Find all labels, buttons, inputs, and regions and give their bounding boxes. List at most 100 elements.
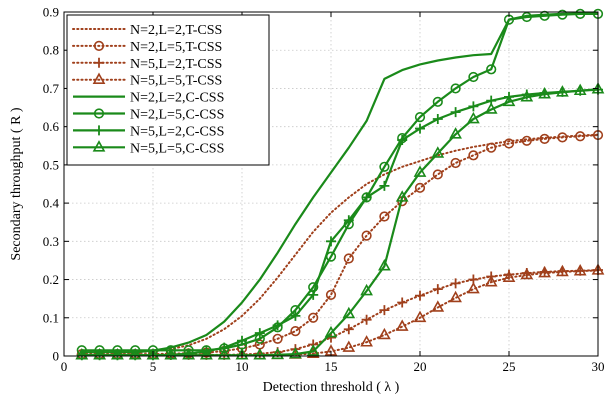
data-point [486, 142, 497, 153]
data-point [343, 324, 354, 335]
data-point [164, 348, 178, 360]
data-point [93, 40, 105, 52]
legend-label: N=5,L=2,T-CSS [130, 57, 222, 72]
data-point [272, 333, 283, 344]
y-axis-title: Secondary throughput ( R ) [9, 107, 24, 261]
data-point [502, 270, 516, 282]
data-point [415, 123, 425, 134]
data-point [467, 111, 480, 124]
data-point [254, 328, 265, 339]
data-point [486, 64, 497, 75]
series-line [80, 134, 599, 356]
data-point [379, 180, 390, 191]
data-point [538, 265, 551, 278]
legend-label: N=2,L=5,T-CSS [130, 40, 222, 55]
data-point [432, 284, 443, 295]
data-point [361, 314, 372, 325]
series-layer [75, 8, 605, 361]
series-line [80, 133, 599, 354]
data-point [520, 90, 534, 102]
data-point [484, 275, 498, 287]
x-tick-label: 0 [61, 359, 68, 374]
series-1 [80, 133, 599, 354]
data-point [111, 348, 124, 360]
data-point [557, 9, 568, 20]
data-point [200, 348, 213, 360]
data-point [342, 340, 356, 352]
y-tick-label: 0.4 [43, 196, 60, 211]
legend-entry: N=2,L=5,T-CSS [72, 40, 222, 55]
series-line [80, 269, 599, 356]
legend: N=2,L=2,T-CSS N=2,L=5,T-CSS N=5,L=2,T-CSS N… [66, 14, 270, 166]
data-point [432, 96, 443, 107]
data-point [237, 335, 247, 346]
data-point [397, 135, 408, 146]
x-tick-label: 25 [503, 359, 516, 374]
data-point [413, 165, 427, 177]
series-4 [75, 263, 605, 360]
legend-entry: N=5,L=2,T-CSS [72, 57, 222, 72]
data-point [539, 133, 550, 144]
y-tick-label: 0.7 [43, 81, 60, 96]
data-point [93, 108, 105, 119]
data-point [93, 348, 106, 360]
series-line [80, 269, 599, 357]
y-tick-label: 0 [53, 349, 60, 364]
data-point [342, 306, 356, 319]
data-point [378, 259, 391, 271]
data-point [343, 215, 354, 226]
x-tick-label: 20 [414, 359, 427, 374]
data-point [306, 344, 320, 356]
data-point [520, 267, 534, 280]
data-point [395, 319, 409, 331]
data-point [146, 348, 160, 360]
data-point [94, 57, 104, 68]
x-tick-label: 15 [325, 359, 338, 374]
data-point [468, 71, 479, 83]
data-point [450, 83, 461, 94]
data-point [378, 327, 391, 340]
data-point [414, 112, 426, 123]
data-point [450, 278, 461, 289]
data-point [128, 348, 142, 360]
legend-entry: N=2,L=2,C-CSS [73, 91, 224, 106]
data-point [431, 146, 445, 158]
data-point [575, 8, 586, 20]
data-point [467, 281, 480, 294]
x-tick-label: 5 [150, 359, 157, 374]
data-point [92, 140, 106, 152]
data-point [395, 190, 409, 202]
legend-label: N=5,L=5,T-CSS [130, 74, 222, 89]
data-point [432, 114, 443, 125]
data-point [94, 125, 104, 136]
data-point [289, 346, 302, 359]
data-point [253, 348, 267, 360]
data-point [468, 150, 479, 161]
data-point [432, 169, 443, 180]
data-point [521, 135, 532, 146]
y-tick-label: 0.6 [43, 119, 60, 134]
data-point [556, 264, 569, 277]
legend-entry: N=5,L=5,T-CSS [72, 72, 222, 89]
data-point [450, 157, 461, 169]
data-point [413, 310, 427, 323]
data-point [573, 263, 587, 276]
data-point [326, 236, 336, 247]
y-tick-label: 0.9 [43, 5, 59, 20]
data-point [324, 325, 338, 338]
legend-entry: N=2,L=5,C-CSS [73, 108, 224, 123]
data-point [449, 290, 462, 303]
x-tick-label: 10 [236, 359, 249, 374]
legend-entry: N=5,L=5,C-CSS [73, 140, 224, 156]
legend-label: N=5,L=2,C-CSS [130, 124, 224, 139]
data-point [308, 312, 319, 323]
y-tick-label: 0.1 [43, 310, 59, 325]
legend-box [66, 14, 270, 166]
data-point [573, 83, 587, 96]
data-point [556, 85, 569, 97]
data-point [397, 297, 408, 308]
data-point [557, 132, 568, 143]
data-point [290, 310, 301, 321]
data-point [92, 72, 106, 84]
y-tick-label: 0.5 [43, 157, 59, 172]
